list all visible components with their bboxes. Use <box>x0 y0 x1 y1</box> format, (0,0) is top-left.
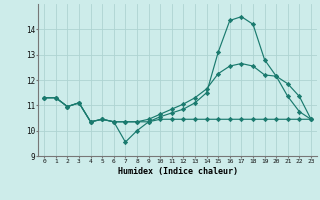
X-axis label: Humidex (Indice chaleur): Humidex (Indice chaleur) <box>118 167 238 176</box>
